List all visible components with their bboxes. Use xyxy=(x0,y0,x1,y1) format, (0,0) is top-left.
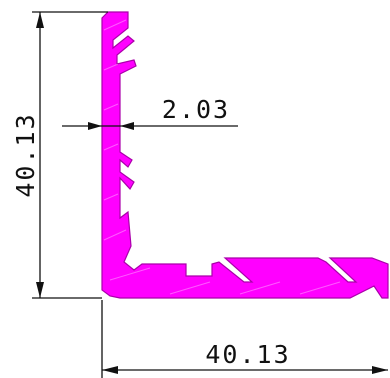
profile-hatching xyxy=(103,19,341,295)
thickness-arrow-right xyxy=(120,122,134,130)
height-dimension: 40.13 xyxy=(11,11,108,299)
width-arrow-right xyxy=(372,366,388,374)
width-dimension-label: 40.13 xyxy=(205,340,290,369)
profile-shape xyxy=(101,11,389,299)
thickness-arrow-left xyxy=(88,122,102,130)
width-dimension: 40.13 xyxy=(101,300,388,378)
width-arrow-left xyxy=(102,366,118,374)
height-dimension-label: 40.13 xyxy=(11,112,40,197)
thickness-dimension-label: 2.03 xyxy=(162,95,230,124)
height-arrow-top xyxy=(36,12,44,28)
thickness-dimension: 2.03 xyxy=(62,95,238,130)
extrusion-profile xyxy=(101,11,389,299)
height-arrow-bottom xyxy=(36,282,44,298)
